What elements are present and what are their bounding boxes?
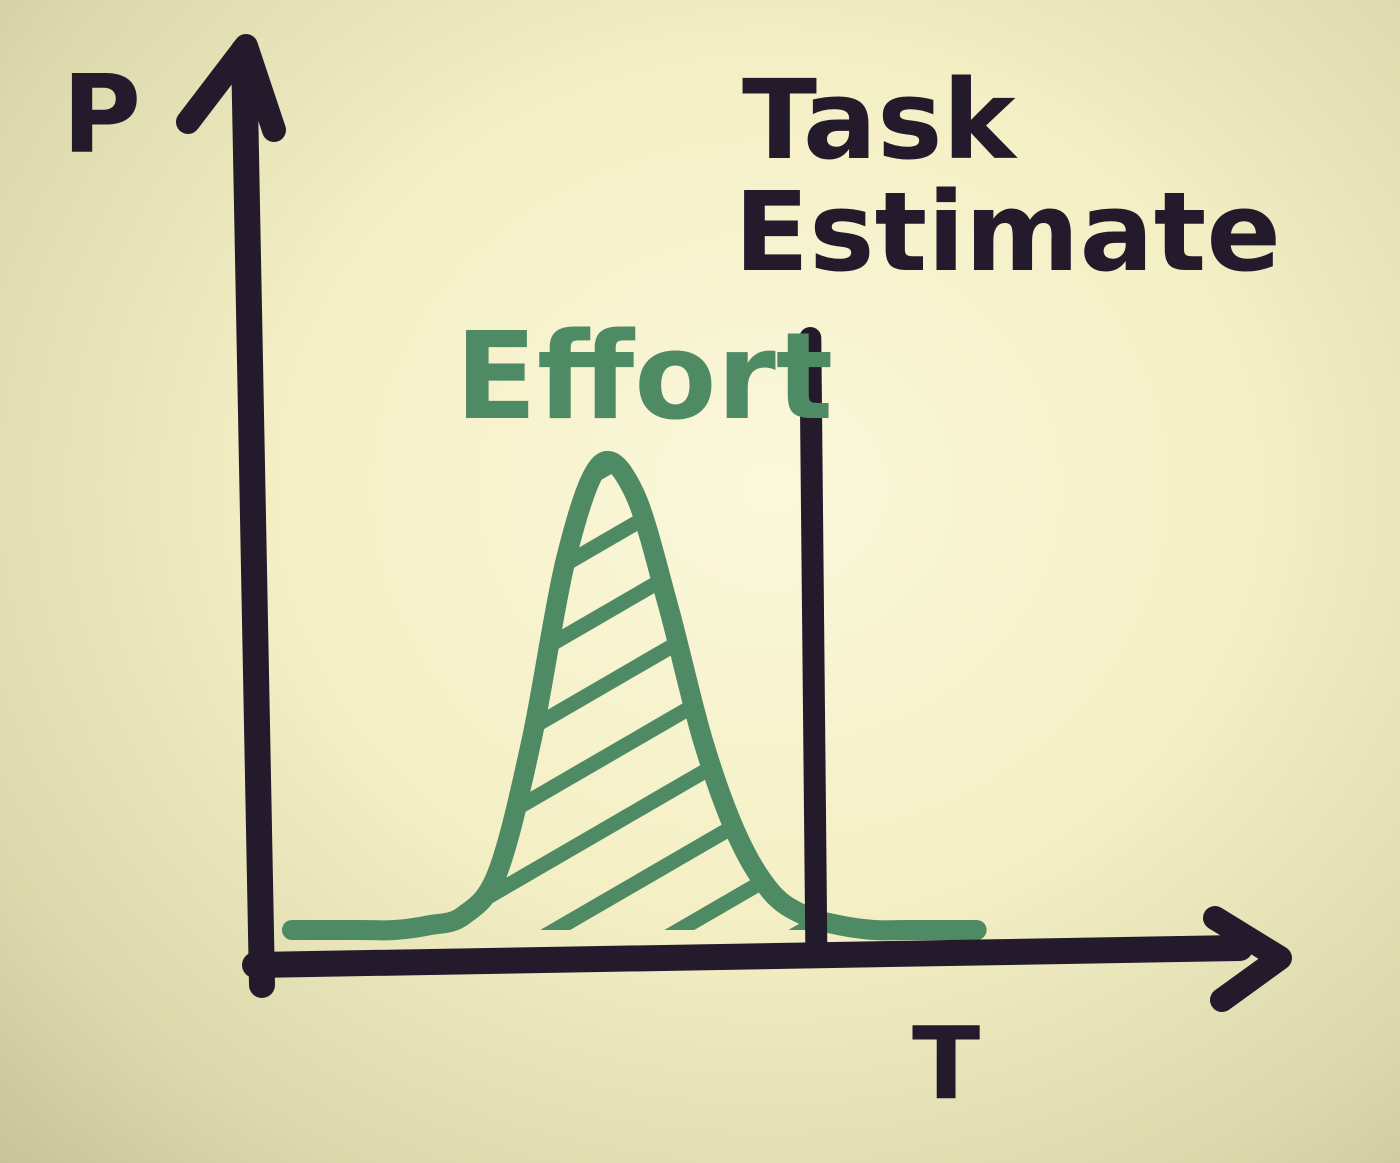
effort-curve [282, 451, 987, 941]
x-axis [242, 935, 1253, 978]
y-axis [231, 37, 275, 998]
hatch-line [400, 960, 1000, 1163]
x-axis-arrowhead [1203, 906, 1292, 1012]
hatch-line [400, 1104, 1000, 1163]
task-estimate-line [799, 327, 828, 956]
y-axis-label: P [62, 53, 141, 178]
x-axis-label: T [912, 1005, 980, 1122]
hatch-line [392, 736, 977, 931]
hatch-line [400, 1032, 1000, 1163]
effort-series-label: Effort [455, 308, 833, 447]
y-axis-arrowhead [176, 34, 286, 142]
task-estimate-label-line2: Estimate [734, 168, 1281, 296]
task-estimate-label-line1: Task [742, 56, 1019, 184]
